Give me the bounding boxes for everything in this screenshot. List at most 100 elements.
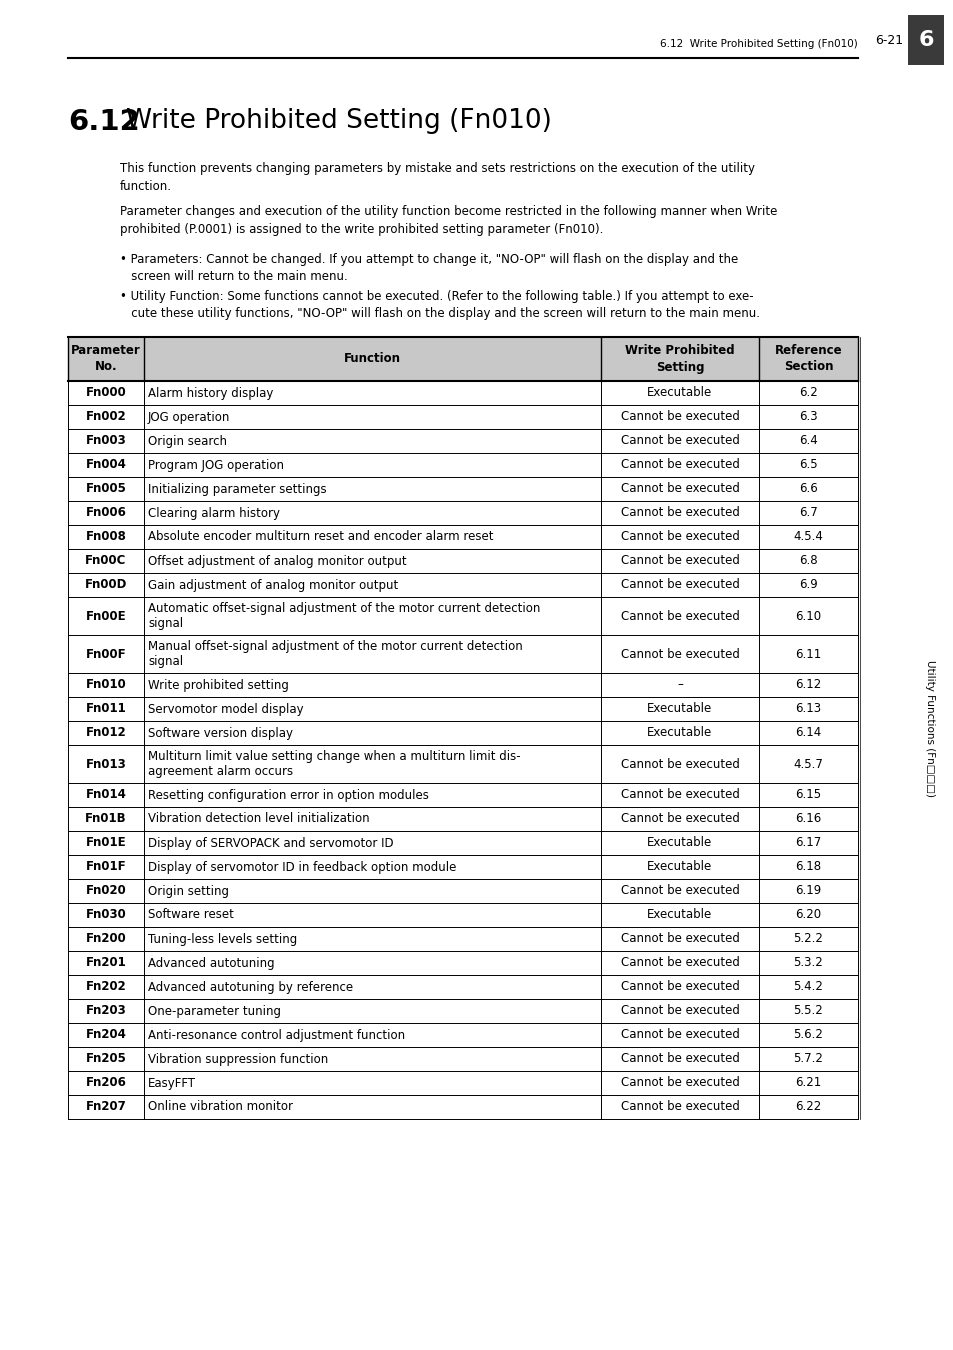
Text: Cannot be executed: Cannot be executed <box>619 579 739 591</box>
Text: Executable: Executable <box>647 702 712 716</box>
Text: Vibration detection level initialization: Vibration detection level initialization <box>148 813 369 825</box>
Text: Function: Function <box>344 352 400 366</box>
Text: Fn020: Fn020 <box>86 884 126 898</box>
Text: Cannot be executed: Cannot be executed <box>619 410 739 424</box>
Text: Display of SERVOPACK and servomotor ID: Display of SERVOPACK and servomotor ID <box>148 837 394 849</box>
Text: Fn008: Fn008 <box>86 531 127 544</box>
Text: Utility Functions (Fn□□□): Utility Functions (Fn□□□) <box>924 660 934 796</box>
Text: 6.12: 6.12 <box>68 108 139 136</box>
Text: –: – <box>677 679 682 691</box>
Text: Fn200: Fn200 <box>86 933 126 945</box>
Text: Automatic offset-signal adjustment of the motor current detection
signal: Automatic offset-signal adjustment of th… <box>148 602 539 630</box>
Text: Cannot be executed: Cannot be executed <box>619 482 739 495</box>
Text: Reference
Section: Reference Section <box>774 344 841 374</box>
Text: 5.5.2: 5.5.2 <box>793 1004 822 1018</box>
Text: Cannot be executed: Cannot be executed <box>619 648 739 660</box>
Text: Cannot be executed: Cannot be executed <box>619 506 739 520</box>
Text: Manual offset-signal adjustment of the motor current detection
signal: Manual offset-signal adjustment of the m… <box>148 640 522 668</box>
Text: 6.6: 6.6 <box>799 482 817 495</box>
Text: Cannot be executed: Cannot be executed <box>619 555 739 567</box>
Text: This function prevents changing parameters by mistake and sets restrictions on t: This function prevents changing paramete… <box>120 162 754 193</box>
Text: Executable: Executable <box>647 726 712 740</box>
Text: 6.11: 6.11 <box>795 648 821 660</box>
Text: Parameter
No.: Parameter No. <box>71 344 141 374</box>
Text: Executable: Executable <box>647 386 712 400</box>
Text: Fn00E: Fn00E <box>86 609 126 622</box>
Text: Vibration suppression function: Vibration suppression function <box>148 1053 328 1065</box>
Text: Fn207: Fn207 <box>86 1100 126 1114</box>
Text: Parameter changes and execution of the utility function become restricted in the: Parameter changes and execution of the u… <box>120 205 777 235</box>
Text: 6-21: 6-21 <box>874 34 902 46</box>
Text: Fn000: Fn000 <box>86 386 126 400</box>
Text: Software reset: Software reset <box>148 909 233 922</box>
Text: Fn01E: Fn01E <box>86 837 126 849</box>
Text: Fn00C: Fn00C <box>85 555 127 567</box>
Text: Cannot be executed: Cannot be executed <box>619 757 739 771</box>
Text: Offset adjustment of analog monitor output: Offset adjustment of analog monitor outp… <box>148 555 406 567</box>
Text: Fn00F: Fn00F <box>86 648 126 660</box>
Text: Cannot be executed: Cannot be executed <box>619 609 739 622</box>
Text: 6.12  Write Prohibited Setting (Fn010): 6.12 Write Prohibited Setting (Fn010) <box>659 39 857 49</box>
Text: Display of servomotor ID in feedback option module: Display of servomotor ID in feedback opt… <box>148 860 456 873</box>
Text: 6.10: 6.10 <box>795 609 821 622</box>
Text: Fn010: Fn010 <box>86 679 126 691</box>
Text: Fn011: Fn011 <box>86 702 126 716</box>
Text: Write prohibited setting: Write prohibited setting <box>148 679 289 691</box>
Text: 6.4: 6.4 <box>799 435 817 447</box>
Text: Cannot be executed: Cannot be executed <box>619 1076 739 1089</box>
Text: Executable: Executable <box>647 909 712 922</box>
Text: Fn012: Fn012 <box>86 726 126 740</box>
Text: Fn003: Fn003 <box>86 435 126 447</box>
Text: Fn004: Fn004 <box>86 459 127 471</box>
Text: Fn013: Fn013 <box>86 757 126 771</box>
Text: Cannot be executed: Cannot be executed <box>619 435 739 447</box>
Text: 6.21: 6.21 <box>795 1076 821 1089</box>
Text: Advanced autotuning: Advanced autotuning <box>148 957 274 969</box>
Text: 6.7: 6.7 <box>799 506 817 520</box>
Text: Cannot be executed: Cannot be executed <box>619 459 739 471</box>
Text: Anti-resonance control adjustment function: Anti-resonance control adjustment functi… <box>148 1029 405 1041</box>
Text: 6.14: 6.14 <box>795 726 821 740</box>
Text: 6.20: 6.20 <box>795 909 821 922</box>
Text: Multiturn limit value setting change when a multiturn limit dis-
agreement alarm: Multiturn limit value setting change whe… <box>148 749 520 778</box>
Text: 6.13: 6.13 <box>795 702 821 716</box>
Text: JOG operation: JOG operation <box>148 410 230 424</box>
Text: Fn204: Fn204 <box>86 1029 127 1041</box>
Text: Cannot be executed: Cannot be executed <box>619 1029 739 1041</box>
Text: Cannot be executed: Cannot be executed <box>619 933 739 945</box>
Text: Write Prohibited Setting (Fn010): Write Prohibited Setting (Fn010) <box>126 108 551 134</box>
Text: Servomotor model display: Servomotor model display <box>148 702 303 716</box>
Text: Cannot be executed: Cannot be executed <box>619 980 739 994</box>
Text: Cannot be executed: Cannot be executed <box>619 788 739 802</box>
Text: Fn201: Fn201 <box>86 957 126 969</box>
Text: Executable: Executable <box>647 837 712 849</box>
Text: Executable: Executable <box>647 860 712 873</box>
Text: Alarm history display: Alarm history display <box>148 386 274 400</box>
Text: 6.19: 6.19 <box>795 884 821 898</box>
Text: 6.3: 6.3 <box>799 410 817 424</box>
Text: Fn00D: Fn00D <box>85 579 127 591</box>
Text: Fn005: Fn005 <box>86 482 127 495</box>
Text: Advanced autotuning by reference: Advanced autotuning by reference <box>148 980 353 994</box>
Text: 6.15: 6.15 <box>795 788 821 802</box>
Text: 6.12: 6.12 <box>795 679 821 691</box>
Text: Cannot be executed: Cannot be executed <box>619 813 739 825</box>
Text: Fn014: Fn014 <box>86 788 127 802</box>
Text: Fn205: Fn205 <box>86 1053 127 1065</box>
Text: 6.8: 6.8 <box>799 555 817 567</box>
Text: Origin setting: Origin setting <box>148 884 229 898</box>
Text: Gain adjustment of analog monitor output: Gain adjustment of analog monitor output <box>148 579 397 591</box>
Text: 4.5.7: 4.5.7 <box>793 757 822 771</box>
Text: Fn01B: Fn01B <box>85 813 127 825</box>
Text: Initializing parameter settings: Initializing parameter settings <box>148 482 326 495</box>
Text: 6.5: 6.5 <box>799 459 817 471</box>
Text: Tuning-less levels setting: Tuning-less levels setting <box>148 933 297 945</box>
Text: Origin search: Origin search <box>148 435 227 447</box>
Text: EasyFFT: EasyFFT <box>148 1076 195 1089</box>
Text: Cannot be executed: Cannot be executed <box>619 1004 739 1018</box>
Text: Fn002: Fn002 <box>86 410 126 424</box>
Text: 6.9: 6.9 <box>799 579 817 591</box>
Text: Fn006: Fn006 <box>86 506 127 520</box>
Text: Absolute encoder multiturn reset and encoder alarm reset: Absolute encoder multiturn reset and enc… <box>148 531 493 544</box>
Text: 4.5.4: 4.5.4 <box>793 531 822 544</box>
